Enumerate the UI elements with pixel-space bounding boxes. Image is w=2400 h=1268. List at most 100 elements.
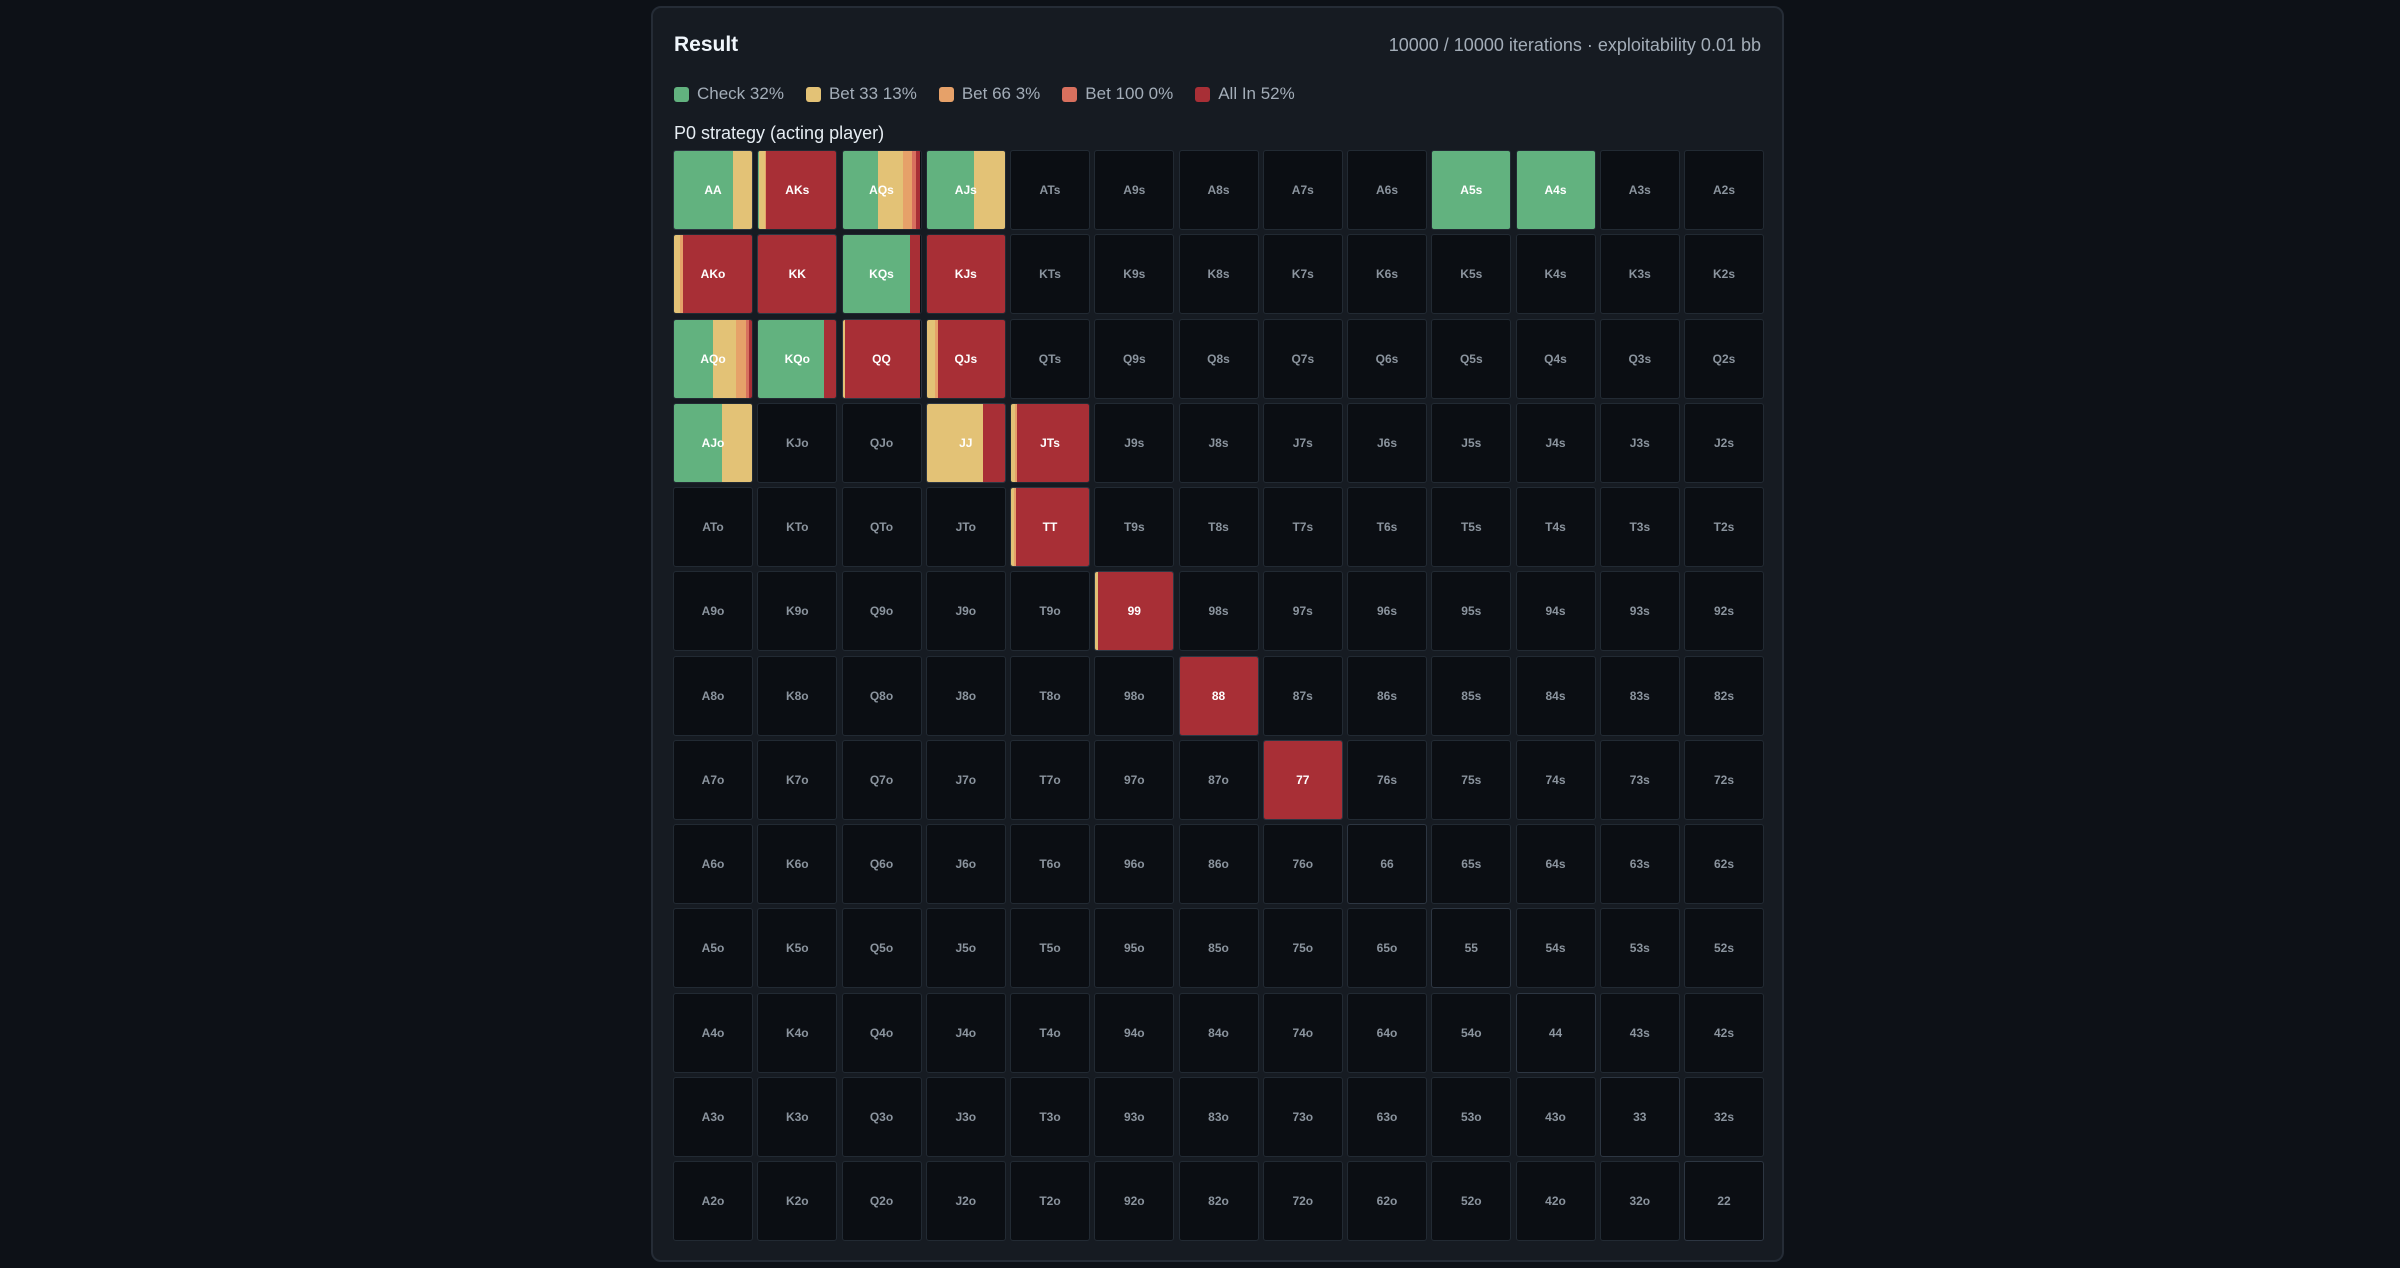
hand-cell-tt[interactable]: TT — [1010, 487, 1090, 567]
hand-cell-94o[interactable]: 94o — [1094, 992, 1175, 1073]
hand-cell-aks[interactable]: AKs — [757, 150, 838, 230]
hand-cell-kqo[interactable]: KQo — [757, 318, 838, 399]
hand-cell-j9o[interactable]: J9o — [925, 571, 1006, 652]
hand-cell-a3o[interactable]: A3o — [673, 1076, 753, 1157]
hand-cell-98o[interactable]: 98o — [1094, 655, 1175, 736]
hand-cell-52s[interactable]: 52s — [1684, 908, 1764, 989]
hand-cell-aqs[interactable]: AQs — [841, 150, 922, 230]
hand-cell-84s[interactable]: 84s — [1515, 655, 1596, 736]
hand-cell-k7o[interactable]: K7o — [757, 739, 838, 820]
hand-cell-jto[interactable]: JTo — [925, 487, 1006, 567]
hand-cell-kts[interactable]: KTs — [1010, 234, 1090, 315]
hand-cell-82o[interactable]: 82o — [1178, 1161, 1259, 1241]
hand-cell-43s[interactable]: 43s — [1599, 992, 1680, 1073]
hand-cell-95o[interactable]: 95o — [1094, 908, 1175, 989]
hand-cell-64o[interactable]: 64o — [1347, 992, 1427, 1073]
hand-cell-66[interactable]: 66 — [1347, 824, 1427, 904]
hand-cell-kjo[interactable]: KJo — [757, 402, 838, 483]
hand-cell-74s[interactable]: 74s — [1515, 739, 1596, 820]
hand-cell-t7o[interactable]: T7o — [1010, 739, 1090, 820]
hand-cell-54o[interactable]: 54o — [1431, 992, 1512, 1073]
hand-cell-k2o[interactable]: K2o — [757, 1161, 838, 1241]
hand-cell-t9o[interactable]: T9o — [1010, 571, 1090, 652]
hand-cell-72s[interactable]: 72s — [1684, 739, 1764, 820]
hand-cell-62s[interactable]: 62s — [1684, 824, 1764, 904]
hand-cell-k8o[interactable]: K8o — [757, 655, 838, 736]
hand-cell-53o[interactable]: 53o — [1431, 1076, 1512, 1157]
hand-cell-j3o[interactable]: J3o — [925, 1076, 1006, 1157]
hand-cell-86s[interactable]: 86s — [1347, 655, 1427, 736]
hand-cell-kto[interactable]: KTo — [757, 487, 838, 567]
hand-cell-83o[interactable]: 83o — [1178, 1076, 1259, 1157]
hand-cell-j6s[interactable]: J6s — [1347, 402, 1427, 483]
hand-cell-84o[interactable]: 84o — [1178, 992, 1259, 1073]
hand-cell-63o[interactable]: 63o — [1347, 1076, 1427, 1157]
hand-cell-a6s[interactable]: A6s — [1347, 150, 1427, 230]
hand-cell-qto[interactable]: QTo — [841, 487, 922, 567]
hand-cell-85s[interactable]: 85s — [1431, 655, 1512, 736]
hand-cell-ato[interactable]: ATo — [673, 487, 753, 567]
hand-cell-aa[interactable]: AA — [673, 150, 753, 230]
hand-cell-qjs[interactable]: QJs — [925, 318, 1006, 399]
hand-cell-ajs[interactable]: AJs — [925, 150, 1006, 230]
hand-cell-88[interactable]: 88 — [1178, 655, 1259, 736]
hand-cell-q7s[interactable]: Q7s — [1262, 318, 1343, 399]
hand-cell-a8o[interactable]: A8o — [673, 655, 753, 736]
hand-cell-q8o[interactable]: Q8o — [841, 655, 922, 736]
hand-cell-52o[interactable]: 52o — [1431, 1161, 1512, 1241]
hand-cell-t4s[interactable]: T4s — [1515, 487, 1596, 567]
hand-cell-j3s[interactable]: J3s — [1599, 402, 1680, 483]
hand-cell-72o[interactable]: 72o — [1262, 1161, 1343, 1241]
hand-cell-a2o[interactable]: A2o — [673, 1161, 753, 1241]
hand-cell-t3s[interactable]: T3s — [1599, 487, 1680, 567]
hand-cell-64s[interactable]: 64s — [1515, 824, 1596, 904]
hand-cell-86o[interactable]: 86o — [1178, 824, 1259, 904]
hand-cell-82s[interactable]: 82s — [1684, 655, 1764, 736]
hand-cell-22[interactable]: 22 — [1684, 1161, 1764, 1241]
hand-cell-97s[interactable]: 97s — [1262, 571, 1343, 652]
hand-cell-t6s[interactable]: T6s — [1347, 487, 1427, 567]
hand-cell-t8o[interactable]: T8o — [1010, 655, 1090, 736]
hand-cell-q9s[interactable]: Q9s — [1094, 318, 1175, 399]
hand-cell-ajo[interactable]: AJo — [673, 402, 753, 483]
hand-cell-94s[interactable]: 94s — [1515, 571, 1596, 652]
hand-cell-a5s[interactable]: A5s — [1431, 150, 1512, 230]
hand-cell-k6o[interactable]: K6o — [757, 824, 838, 904]
hand-cell-76o[interactable]: 76o — [1262, 824, 1343, 904]
hand-cell-ats[interactable]: ATs — [1010, 150, 1090, 230]
hand-cell-a4s[interactable]: A4s — [1515, 150, 1596, 230]
hand-cell-a2s[interactable]: A2s — [1684, 150, 1764, 230]
hand-cell-32s[interactable]: 32s — [1684, 1076, 1764, 1157]
hand-cell-j6o[interactable]: J6o — [925, 824, 1006, 904]
hand-cell-a9s[interactable]: A9s — [1094, 150, 1175, 230]
hand-cell-ako[interactable]: AKo — [673, 234, 753, 315]
hand-cell-q5o[interactable]: Q5o — [841, 908, 922, 989]
hand-cell-k7s[interactable]: K7s — [1262, 234, 1343, 315]
hand-cell-j2s[interactable]: J2s — [1684, 402, 1764, 483]
hand-cell-k4o[interactable]: K4o — [757, 992, 838, 1073]
hand-cell-98s[interactable]: 98s — [1178, 571, 1259, 652]
hand-cell-qjo[interactable]: QJo — [841, 402, 922, 483]
hand-cell-63s[interactable]: 63s — [1599, 824, 1680, 904]
hand-cell-33[interactable]: 33 — [1599, 1076, 1680, 1157]
hand-cell-j8s[interactable]: J8s — [1178, 402, 1259, 483]
hand-cell-k3o[interactable]: K3o — [757, 1076, 838, 1157]
hand-cell-93s[interactable]: 93s — [1599, 571, 1680, 652]
hand-cell-76s[interactable]: 76s — [1347, 739, 1427, 820]
hand-cell-k3s[interactable]: K3s — [1599, 234, 1680, 315]
hand-cell-j7s[interactable]: J7s — [1262, 402, 1343, 483]
hand-cell-q6o[interactable]: Q6o — [841, 824, 922, 904]
hand-cell-j5o[interactable]: J5o — [925, 908, 1006, 989]
hand-cell-k2s[interactable]: K2s — [1684, 234, 1764, 315]
hand-cell-93o[interactable]: 93o — [1094, 1076, 1175, 1157]
hand-cell-k9o[interactable]: K9o — [757, 571, 838, 652]
hand-cell-97o[interactable]: 97o — [1094, 739, 1175, 820]
hand-cell-j4o[interactable]: J4o — [925, 992, 1006, 1073]
hand-cell-q4s[interactable]: Q4s — [1515, 318, 1596, 399]
hand-cell-q2o[interactable]: Q2o — [841, 1161, 922, 1241]
hand-cell-83s[interactable]: 83s — [1599, 655, 1680, 736]
hand-cell-k8s[interactable]: K8s — [1178, 234, 1259, 315]
hand-cell-42o[interactable]: 42o — [1515, 1161, 1596, 1241]
hand-cell-96o[interactable]: 96o — [1094, 824, 1175, 904]
hand-cell-87o[interactable]: 87o — [1178, 739, 1259, 820]
